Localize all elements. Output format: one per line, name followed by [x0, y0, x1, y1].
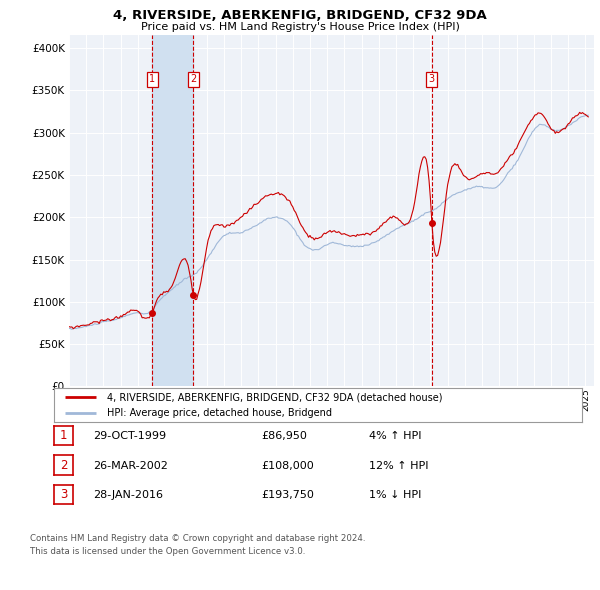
Text: 4% ↑ HPI: 4% ↑ HPI — [369, 431, 421, 441]
Text: 3: 3 — [429, 74, 435, 84]
Text: 26-MAR-2002: 26-MAR-2002 — [93, 461, 168, 470]
Text: 1% ↓ HPI: 1% ↓ HPI — [369, 490, 421, 500]
Text: This data is licensed under the Open Government Licence v3.0.: This data is licensed under the Open Gov… — [30, 547, 305, 556]
Text: £193,750: £193,750 — [261, 490, 314, 500]
Text: HPI: Average price, detached house, Bridgend: HPI: Average price, detached house, Brid… — [107, 408, 332, 418]
Text: 4, RIVERSIDE, ABERKENFIG, BRIDGEND, CF32 9DA: 4, RIVERSIDE, ABERKENFIG, BRIDGEND, CF32… — [113, 9, 487, 22]
Text: Price paid vs. HM Land Registry's House Price Index (HPI): Price paid vs. HM Land Registry's House … — [140, 22, 460, 32]
Bar — [152, 35, 193, 386]
Text: 2: 2 — [60, 458, 67, 472]
Text: 29-OCT-1999: 29-OCT-1999 — [93, 431, 166, 441]
Text: 2: 2 — [190, 74, 197, 84]
Text: £86,950: £86,950 — [261, 431, 307, 441]
Text: 1: 1 — [60, 429, 67, 442]
Text: Contains HM Land Registry data © Crown copyright and database right 2024.: Contains HM Land Registry data © Crown c… — [30, 534, 365, 543]
Text: 28-JAN-2016: 28-JAN-2016 — [93, 490, 163, 500]
Text: 12% ↑ HPI: 12% ↑ HPI — [369, 461, 428, 470]
Text: 1: 1 — [149, 74, 155, 84]
Text: £108,000: £108,000 — [261, 461, 314, 470]
Text: 3: 3 — [60, 488, 67, 501]
Text: 4, RIVERSIDE, ABERKENFIG, BRIDGEND, CF32 9DA (detached house): 4, RIVERSIDE, ABERKENFIG, BRIDGEND, CF32… — [107, 392, 442, 402]
